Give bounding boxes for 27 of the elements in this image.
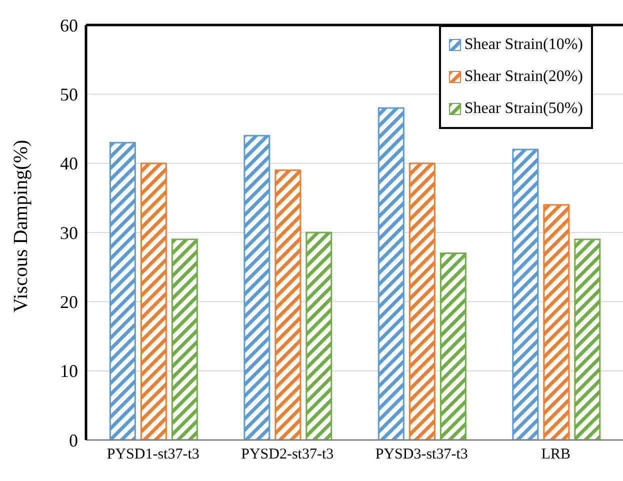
bar <box>512 148 539 440</box>
bar <box>274 170 302 440</box>
bar <box>306 232 332 440</box>
y-tick-label: 0 <box>69 430 78 450</box>
y-tick-label: 30 <box>60 222 78 243</box>
x-tick-label: PYSD3-st37-t3 <box>375 446 468 463</box>
bar <box>574 238 601 440</box>
y-tick-label: 10 <box>60 361 78 382</box>
bar <box>109 142 136 440</box>
y-tick-label: 50 <box>60 84 78 105</box>
bar <box>140 162 167 440</box>
legend-label: Shear Strain(50%) <box>464 100 583 118</box>
bar <box>440 252 466 440</box>
bar <box>171 238 198 440</box>
legend-label: Shear Strain(10%) <box>464 36 583 54</box>
bar <box>244 134 270 440</box>
bar <box>408 162 436 440</box>
legend-label: Shear Strain(20%) <box>464 68 583 86</box>
y-tick-label: 40 <box>60 154 78 174</box>
y-tick-label: 20 <box>60 292 78 312</box>
y-tick-label: 60 <box>60 15 78 36</box>
x-tick-label: PYSD1-st37-t3 <box>106 446 200 463</box>
bar <box>378 107 404 440</box>
bar <box>543 204 570 440</box>
x-tick-label: PYSD2-st37-t3 <box>241 446 334 463</box>
x-tick-label: LRB <box>541 446 570 463</box>
y-axis-title: Viscous Damping(%) <box>10 140 32 312</box>
